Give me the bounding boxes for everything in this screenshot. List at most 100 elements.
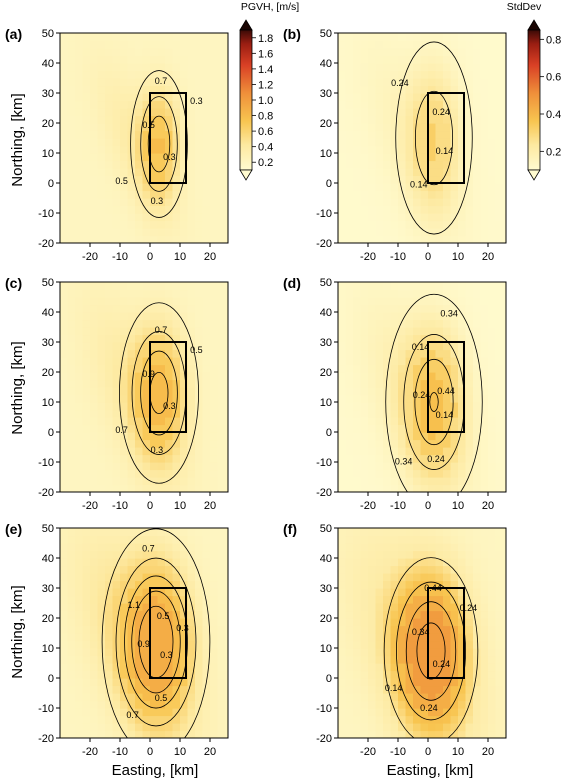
heatmap-cell xyxy=(187,469,196,478)
heatmap-cell xyxy=(488,235,497,243)
heatmap-cell xyxy=(503,357,506,366)
heatmap-cell xyxy=(180,618,189,627)
heatmap-cell xyxy=(465,48,474,57)
heatmap-cell xyxy=(157,33,166,42)
heatmap-cell xyxy=(142,633,151,642)
heatmap-cell xyxy=(338,130,347,139)
heatmap-cell xyxy=(112,297,121,306)
heatmap-cell xyxy=(353,138,362,147)
heatmap-cell xyxy=(390,108,399,117)
y-tick-label: 0 xyxy=(326,427,332,439)
heatmap-cell xyxy=(150,183,159,192)
heatmap-cell xyxy=(435,462,444,471)
heatmap-cell xyxy=(90,213,99,222)
heatmap-cell xyxy=(503,417,506,426)
heatmap-cell xyxy=(450,282,459,291)
heatmap-cell xyxy=(398,213,407,222)
heatmap-cell xyxy=(405,715,414,724)
heatmap-cell xyxy=(480,78,489,87)
heatmap-cell xyxy=(157,543,166,552)
heatmap-cell xyxy=(375,108,384,117)
heatmap-cell xyxy=(90,648,99,657)
heatmap-cell xyxy=(495,543,504,552)
heatmap-cell xyxy=(195,700,204,709)
heatmap-cell xyxy=(90,678,99,687)
heatmap-cell xyxy=(187,297,196,306)
heatmap-cell xyxy=(345,402,354,411)
heatmap-cell xyxy=(150,190,159,199)
heatmap-cell xyxy=(120,115,129,124)
heatmap-cell xyxy=(360,648,369,657)
heatmap-cell xyxy=(428,565,437,574)
heatmap-cell xyxy=(202,633,211,642)
heatmap-cell xyxy=(195,618,204,627)
heatmap-cell xyxy=(488,319,497,328)
heatmap-cell xyxy=(82,304,91,313)
heatmap-cell xyxy=(368,213,377,222)
heatmap-cell xyxy=(172,334,181,343)
heatmap-cell xyxy=(75,213,84,222)
heatmap-cell xyxy=(195,297,204,306)
heatmap-cell xyxy=(210,138,219,147)
heatmap-cell xyxy=(90,220,99,229)
heatmap-cell xyxy=(210,655,219,664)
heatmap-cell xyxy=(165,625,174,634)
heatmap-cell xyxy=(187,205,196,214)
heatmap-cell xyxy=(105,432,114,441)
heatmap-cell xyxy=(172,145,181,154)
contour-line xyxy=(131,590,181,694)
heatmap-cell xyxy=(428,48,437,57)
heatmap-cell xyxy=(503,447,506,456)
heatmap-cell xyxy=(67,477,76,486)
heatmap-cell xyxy=(225,648,228,657)
heatmap-cell xyxy=(120,387,129,396)
heatmap-cell xyxy=(458,580,467,589)
heatmap-cell xyxy=(443,108,452,117)
heatmap-cell xyxy=(112,550,121,559)
heatmap-cell xyxy=(217,183,226,192)
heatmap-cell xyxy=(450,402,459,411)
heatmap-cell xyxy=(97,484,106,492)
heatmap-cell xyxy=(353,625,362,634)
heatmap-cell xyxy=(353,663,362,672)
heatmap-cell xyxy=(503,685,506,694)
heatmap-cell xyxy=(360,63,369,72)
heatmap-cell xyxy=(202,618,211,627)
panel-label: (d) xyxy=(283,275,301,291)
heatmap-cell xyxy=(90,372,99,381)
heatmap-cell xyxy=(120,175,129,184)
heatmap-cell xyxy=(120,550,129,559)
y-tick-label: 10 xyxy=(42,397,54,409)
heatmap-cell xyxy=(225,447,228,456)
heatmap-cell xyxy=(150,535,159,544)
heatmap-cell xyxy=(413,100,422,109)
colorbar-title: PGVH, [m/s] xyxy=(241,1,299,13)
heatmap-cell xyxy=(105,235,114,243)
heatmap-cell xyxy=(187,319,196,328)
heatmap-cell xyxy=(413,432,422,441)
heatmap-cell xyxy=(225,289,228,298)
heatmap-cell xyxy=(345,115,354,124)
heatmap-cell xyxy=(398,700,407,709)
heatmap-cell xyxy=(435,655,444,664)
heatmap-cell xyxy=(142,289,151,298)
heatmap-cell xyxy=(135,372,144,381)
heatmap-cell xyxy=(375,33,384,42)
heatmap-cell xyxy=(495,573,504,582)
heatmap-cell xyxy=(67,685,76,694)
colorbar-tick-label: 1.2 xyxy=(258,79,273,91)
heatmap-cell xyxy=(120,700,129,709)
heatmap-cell xyxy=(428,685,437,694)
heatmap-cell xyxy=(75,334,84,343)
heatmap-cell xyxy=(413,633,422,642)
heatmap-cell xyxy=(480,312,489,321)
heatmap-cell xyxy=(202,723,211,732)
heatmap-cell xyxy=(428,33,437,42)
heatmap-cell xyxy=(465,528,474,537)
heatmap-cell xyxy=(180,603,189,612)
heatmap-cell xyxy=(375,535,384,544)
heatmap-cell xyxy=(383,70,392,79)
heatmap-cell xyxy=(488,85,497,94)
heatmap-cell xyxy=(165,379,174,388)
heatmap-cell xyxy=(413,235,422,243)
